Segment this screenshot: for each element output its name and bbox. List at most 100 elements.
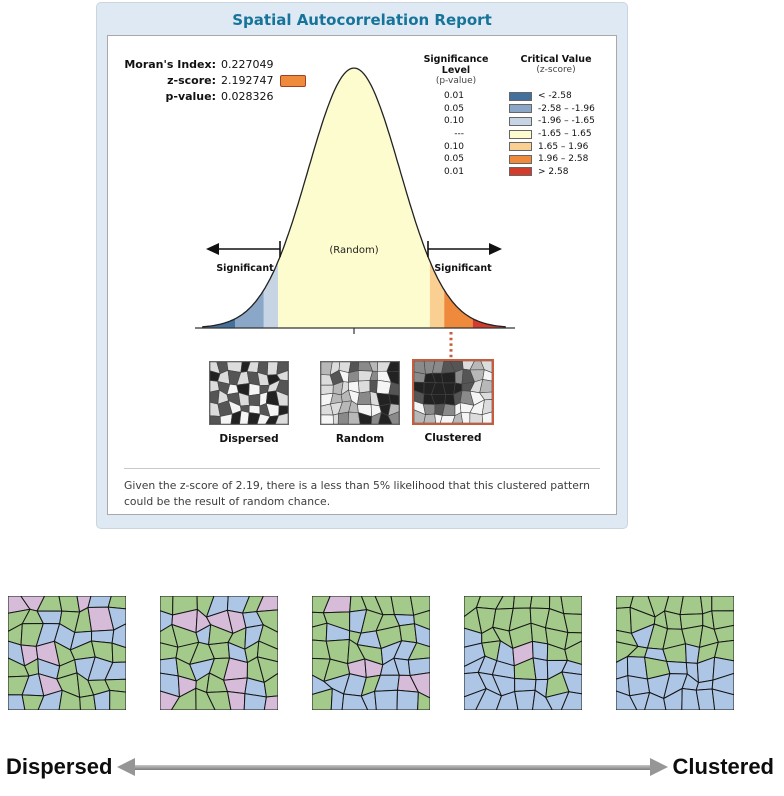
significant-left-label: Significant: [216, 263, 274, 274]
legend-critical-value: 1.96 – 2.58: [538, 154, 589, 165]
map-cell: [104, 678, 126, 693]
map-cell: [711, 672, 734, 696]
map-cell: [409, 596, 430, 616]
clustered-map-image: [413, 360, 493, 424]
map-cell: [423, 413, 437, 424]
map-cell: [107, 606, 126, 631]
scale-labels-row: Dispersed Clustered: [0, 754, 784, 780]
dispersed-map-image: [209, 361, 289, 425]
z-score-row: z-score: 2.192747: [120, 74, 306, 87]
report-caption: Given the z-score of 2.19, there is a le…: [124, 479, 590, 508]
map-cell: [388, 393, 400, 406]
dispersed-clustered-scale: Dispersed Clustered: [0, 596, 784, 780]
p-value-label: p-value:: [165, 90, 217, 103]
map-cell: [374, 689, 399, 710]
map-cell: [711, 596, 734, 612]
legend-p-value: 0.10: [443, 116, 464, 127]
z-score-value: 2.192747: [221, 74, 274, 87]
map-cell: [111, 623, 126, 649]
legend-p-value: 0.10: [443, 141, 464, 152]
map-cell: [561, 671, 582, 695]
map-cell: [104, 661, 126, 681]
legend-color-swatch: [509, 116, 532, 126]
map-cell: [514, 689, 536, 710]
caption-divider: [124, 468, 600, 469]
map-cell: [441, 371, 456, 384]
curve-region-p0.01: [202, 318, 236, 328]
map-cell: [160, 690, 181, 710]
legend-p-value: 0.01: [443, 166, 464, 177]
critical-value-header: Critical Value: [520, 54, 592, 65]
pattern-panel-dispersed: [8, 596, 126, 710]
map-cell: [21, 694, 45, 710]
pattern-panels: [8, 596, 784, 710]
map-cell: [396, 689, 419, 710]
map-cell: [243, 693, 267, 710]
map-cell: [422, 403, 436, 416]
map-cell: [239, 410, 250, 425]
map-cell: [564, 640, 582, 666]
bell-curve-outline: [202, 67, 506, 328]
legend-color-swatch: [509, 154, 532, 164]
z-score-subheader: (z-score): [536, 65, 576, 75]
map-cell: [312, 687, 333, 710]
map-cell: [512, 596, 533, 609]
report-panel: Moran's Index: 0.227049 z-score: 2.19274…: [107, 35, 617, 515]
legend-critical-value: -1.96 – -1.65: [538, 116, 595, 127]
legend-row-3: --- -1.65 – 1.65: [410, 128, 610, 141]
map-cell: [226, 690, 246, 710]
map-cell: [681, 687, 701, 710]
map-cell: [263, 695, 278, 710]
random-region-label: (Random): [329, 245, 378, 256]
map-cell: [58, 596, 81, 613]
map-cell: [666, 660, 688, 675]
p-value-row: p-value: 0.028326: [120, 90, 306, 103]
legend-row-4: 0.10 1.65 – 1.96: [410, 140, 610, 153]
spatial-autocorrelation-report-card: Spatial Autocorrelation Report Moran's I…: [96, 2, 628, 529]
map-cell: [263, 672, 278, 698]
map-cell: [529, 596, 551, 610]
map-cell: [258, 624, 278, 650]
map-cell: [628, 691, 651, 710]
thumbnail-dispersed-frame: [209, 361, 289, 425]
dispersed-label: Dispersed: [6, 754, 113, 779]
map-cell: [58, 689, 82, 710]
legend-row-6: 0.01 > 2.58: [410, 166, 610, 179]
curve-region-p0.10: [263, 261, 279, 328]
legend-critical-value: > 2.58: [538, 166, 569, 177]
map-cell: [713, 639, 734, 662]
critical-value-header-col: Critical Value (z-score): [502, 54, 610, 86]
map-cell: [564, 631, 582, 651]
map-cell: [469, 412, 484, 424]
legend-p-value: 0.01: [443, 91, 464, 102]
legend-headers: Significance Level (p-value) Critical Va…: [410, 54, 610, 86]
legend-critical-value: 1.65 – 1.96: [538, 141, 589, 152]
map-cell: [360, 690, 377, 710]
significance-legend: Significance Level (p-value) Critical Va…: [410, 54, 610, 178]
map-cell: [616, 606, 632, 634]
map-cell: [644, 691, 667, 710]
report-title: Spatial Autocorrelation Report: [232, 11, 492, 29]
map-cell: [357, 391, 372, 405]
map-cell: [8, 694, 26, 710]
significant-right-arrowhead-icon: [489, 243, 502, 255]
map-cell: [713, 624, 734, 643]
random-map-image: [320, 361, 400, 425]
map-cell: [109, 689, 126, 710]
map-cell: [390, 596, 415, 616]
map-cell: [679, 596, 704, 616]
significance-level-header: Significance Level: [423, 54, 489, 76]
legend-color-swatch: [509, 91, 532, 101]
map-cell: [320, 414, 334, 425]
map-cell: [348, 370, 359, 383]
pattern-panel-intermediate: [312, 596, 430, 710]
legend-row-0: 0.01 < -2.58: [410, 90, 610, 103]
map-cell: [616, 690, 638, 710]
legend-color-swatch: [509, 167, 532, 177]
map-cell: [407, 657, 430, 677]
map-cell: [409, 672, 430, 699]
thumbnail-clustered: Clustered: [411, 359, 495, 444]
map-cell: [248, 393, 261, 407]
map-cell: [407, 642, 430, 661]
map-cell: [444, 393, 456, 406]
